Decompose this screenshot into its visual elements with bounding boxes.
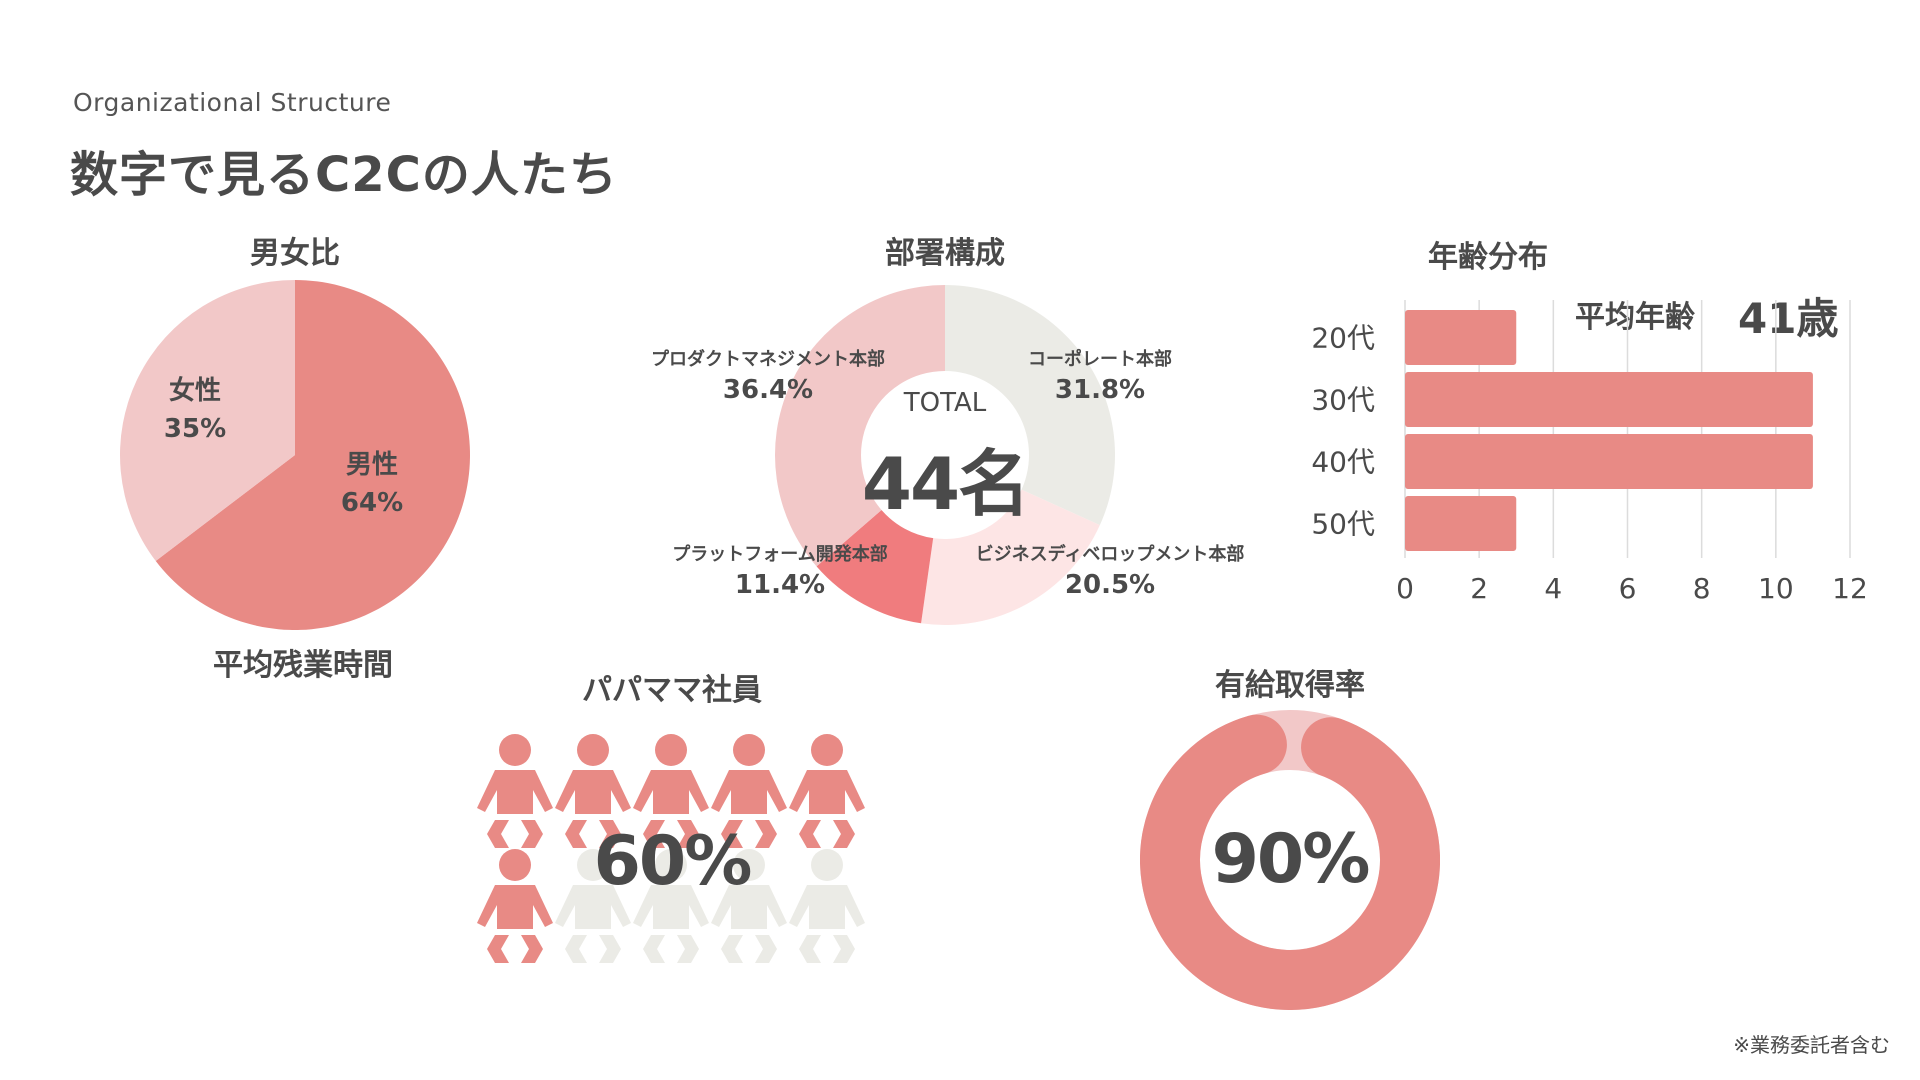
dept-slice-product <box>775 285 945 567</box>
gender-slice-male <box>155 280 471 630</box>
age-x-tick-label: 12 <box>1832 572 1868 605</box>
age-x-tick-label: 0 <box>1396 572 1414 605</box>
dept-slice-business <box>921 489 1100 625</box>
dept-label-corporate: コーポレート本部 31.8% <box>1028 345 1172 405</box>
age-x-tick-label: 8 <box>1693 572 1711 605</box>
age-distribution-title: 年齢分布 <box>1428 240 1548 275</box>
female-name: 女性 <box>168 376 222 406</box>
age-category-label: 30代 <box>1311 384 1375 417</box>
page-title: 数字で見るC2Cの人たち <box>70 147 618 203</box>
parents-title: パパママ社員 <box>582 673 762 708</box>
age-bar-20代 <box>1405 310 1517 365</box>
age-bar-40代 <box>1405 434 1813 489</box>
female-label: 女性 35% <box>164 373 226 448</box>
age-category-label: 40代 <box>1311 446 1375 479</box>
age-bar-30代 <box>1405 372 1813 427</box>
average-age-value: 41歳 <box>1738 294 1839 343</box>
paid-leave-arc <box>1140 714 1440 1010</box>
dept-value-business: 20.5% <box>1064 570 1156 600</box>
baby-icon <box>711 734 787 848</box>
dept-slice-corporate <box>945 285 1115 526</box>
baby-icon <box>633 734 709 848</box>
parents-percentage: 60% <box>593 822 753 901</box>
dept-label-business: ビジネスディベロップメント本部 20.5% <box>976 540 1245 600</box>
dept-name-product: プロダクトマネジメント本部 <box>651 349 885 370</box>
age-category-label: 50代 <box>1311 508 1375 541</box>
dept-value-corporate: 31.8% <box>1054 375 1146 405</box>
dept-name-platform: プラットフォーム開発本部 <box>672 544 888 565</box>
paid-leave-percentage: 90% <box>1211 820 1371 899</box>
parents-pictogram <box>477 734 865 963</box>
age-bar-chart: 0 2 4 6 8 10 12 20代 30代 40代 50代 <box>1311 300 1868 605</box>
age-bar-50代 <box>1405 496 1517 551</box>
male-name: 男性 <box>345 450 399 480</box>
gender-ratio-title: 男女比 <box>250 236 340 271</box>
dept-name-business: ビジネスディベロップメント本部 <box>975 544 1245 565</box>
dept-label-platform: プラットフォーム開発本部 11.4% <box>672 540 887 600</box>
dept-slice-platform <box>816 510 934 624</box>
average-age-label: 平均年齢 <box>1575 300 1695 335</box>
male-label: 男性 64% <box>341 447 403 522</box>
footnote: ※業務委託者含む <box>1733 1033 1890 1057</box>
female-value: 35% <box>163 413 227 444</box>
dept-label-product: プロダクトマネジメント本部 36.4% <box>651 345 885 405</box>
baby-icon <box>633 849 709 963</box>
paid-leave-title: 有給取得率 <box>1215 668 1365 703</box>
age-category-label: 20代 <box>1311 322 1375 355</box>
baby-icon <box>477 734 553 848</box>
male-value: 64% <box>340 487 404 518</box>
paid-leave-donut-chart <box>1140 710 1440 1010</box>
baby-icon <box>711 849 787 963</box>
baby-icon <box>789 734 865 848</box>
total-value: 44名 <box>861 442 1030 526</box>
gender-pie-chart <box>119 280 471 630</box>
dept-name-corporate: コーポレート本部 <box>1028 349 1172 370</box>
baby-icon <box>555 849 631 963</box>
age-x-tick-label: 4 <box>1544 572 1562 605</box>
baby-icon <box>477 849 553 963</box>
baby-icon <box>555 734 631 848</box>
department-donut-chart <box>775 285 1115 625</box>
overtime-title: 平均残業時間 <box>213 648 393 683</box>
dept-value-platform: 11.4% <box>734 570 826 600</box>
age-x-tick-label: 10 <box>1758 572 1794 605</box>
gender-slice-female <box>119 280 295 561</box>
department-title: 部署構成 <box>885 236 1005 271</box>
age-x-tick-label: 2 <box>1470 572 1488 605</box>
baby-icon <box>789 849 865 963</box>
page-subtitle: Organizational Structure <box>73 88 392 117</box>
age-x-tick-label: 6 <box>1619 572 1637 605</box>
total-label: TOTAL <box>903 388 987 418</box>
dept-value-product: 36.4% <box>722 375 814 405</box>
